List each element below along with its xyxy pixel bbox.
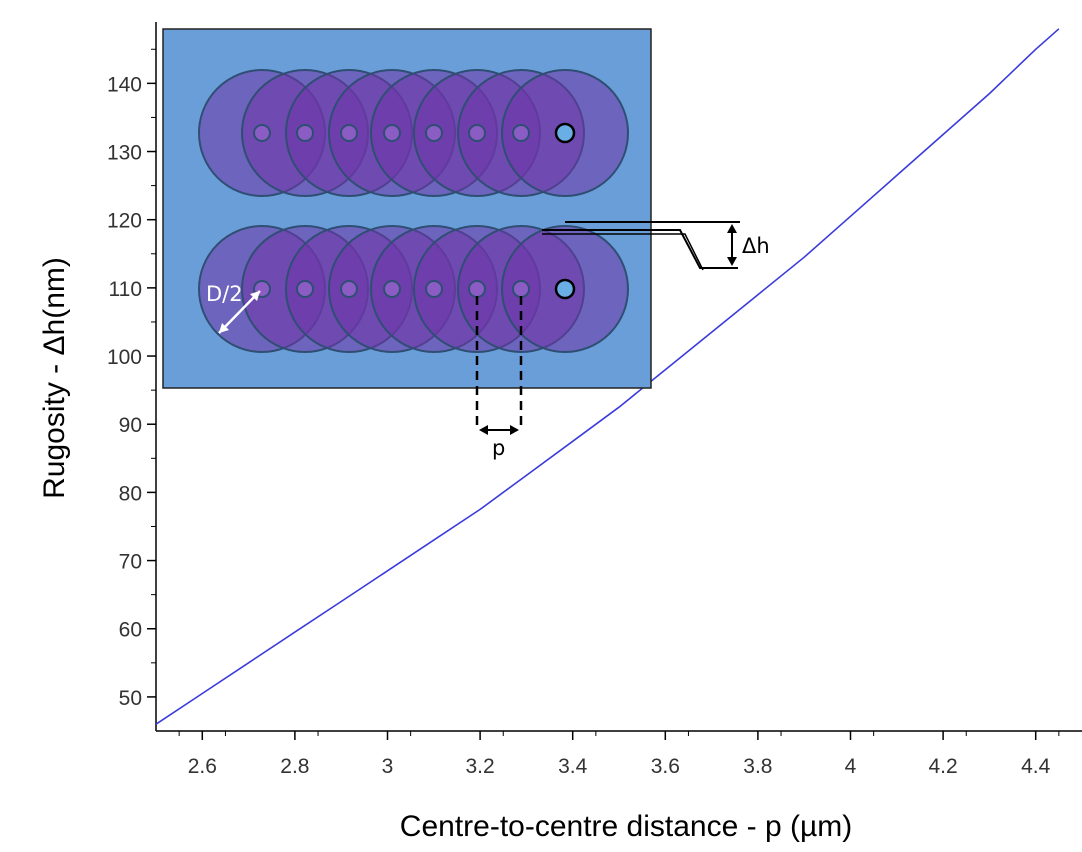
inset-hole xyxy=(296,124,314,142)
inset-hole xyxy=(340,124,358,142)
height-profile-lower xyxy=(542,229,738,269)
x-tick-label: 2.6 xyxy=(188,755,217,778)
radius-arrowhead-start xyxy=(219,323,229,333)
x-tick-label: 2.8 xyxy=(280,755,309,778)
height-arrowhead-bottom xyxy=(727,257,737,266)
inset-hole-end xyxy=(554,278,576,300)
x-tick-label: 3.4 xyxy=(558,755,588,778)
y-tick-label: 80 xyxy=(119,482,142,505)
axes xyxy=(155,22,1082,732)
y-tick-label: 110 xyxy=(109,278,142,301)
inset-hole xyxy=(468,280,486,298)
inset-disks xyxy=(198,69,629,353)
x-tick-label: 3.8 xyxy=(743,755,772,778)
y-tick-label: 60 xyxy=(119,619,142,642)
inset-hole xyxy=(512,124,530,142)
x-tick-label: 4 xyxy=(845,755,857,778)
radius-arrow xyxy=(218,290,261,334)
inset-hole xyxy=(383,280,401,298)
inset-hole xyxy=(425,124,443,142)
x-tick-label: 3.6 xyxy=(651,755,680,778)
x-tick-label: 3 xyxy=(382,755,394,778)
pitch-arrowhead-right xyxy=(510,425,519,435)
inset-schematic: D/2 p Δh xyxy=(162,28,770,460)
y-tick-label: 130 xyxy=(107,142,142,165)
x-axis-title: Centre-to-centre distance - p (µm) xyxy=(400,810,852,843)
series-layer xyxy=(155,28,1060,725)
inset-hole xyxy=(383,124,401,142)
height-label: Δh xyxy=(742,234,770,258)
y-tick-label: 100 xyxy=(107,346,142,369)
radius-label: D/2 xyxy=(206,282,243,306)
y-tick-label: 70 xyxy=(119,551,142,574)
y-axis-title: Rugosity - Δh(nm) xyxy=(38,257,71,499)
height-arrowhead-top xyxy=(727,224,737,233)
y-tick-label: 120 xyxy=(107,210,142,233)
y-tick-label: 90 xyxy=(119,414,142,437)
inset-hole xyxy=(512,280,530,298)
y-tick-label: 50 xyxy=(119,687,142,710)
series-line xyxy=(155,28,1060,725)
inset-hole xyxy=(253,124,271,142)
inset-hole-end xyxy=(554,122,576,144)
radius-arrowhead-end xyxy=(250,291,260,301)
inset-hole xyxy=(296,280,314,298)
inset-hole xyxy=(425,280,443,298)
y-tick-label: 140 xyxy=(107,73,142,96)
height-profile-edge xyxy=(542,233,704,271)
pitch-arrowhead-left xyxy=(479,425,488,435)
pitch-label: p xyxy=(492,436,505,460)
x-tick-label: 3.2 xyxy=(465,755,494,778)
ticks: 2.6 2.8 3 3.2 3.4 3.6 3.8 4 4.2 4.4 50 60 70 80 90 100 1… xyxy=(107,48,1060,778)
x-tick-label: 4.4 xyxy=(1021,755,1051,778)
inset-hole xyxy=(468,124,486,142)
x-tick-label: 4.2 xyxy=(928,755,957,778)
inset-hole xyxy=(340,280,358,298)
